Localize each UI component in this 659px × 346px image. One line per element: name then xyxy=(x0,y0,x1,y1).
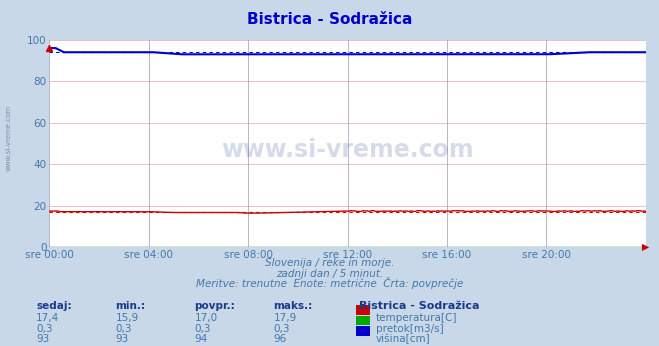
Text: 0,3: 0,3 xyxy=(194,324,211,334)
Text: 0,3: 0,3 xyxy=(36,324,53,334)
Text: maks.:: maks.: xyxy=(273,301,313,311)
Text: www.si-vreme.com: www.si-vreme.com xyxy=(5,105,12,172)
Text: 93: 93 xyxy=(115,334,129,344)
Text: sedaj:: sedaj: xyxy=(36,301,72,311)
Text: Bistrica - Sodražica: Bistrica - Sodražica xyxy=(247,12,412,27)
Text: www.si-vreme.com: www.si-vreme.com xyxy=(221,138,474,162)
Text: 96: 96 xyxy=(273,334,287,344)
Text: 0,3: 0,3 xyxy=(273,324,290,334)
Text: Bistrica - Sodražica: Bistrica - Sodražica xyxy=(359,301,480,311)
Text: 17,4: 17,4 xyxy=(36,313,59,323)
Text: 93: 93 xyxy=(36,334,49,344)
Text: min.:: min.: xyxy=(115,301,146,311)
Text: 0,3: 0,3 xyxy=(115,324,132,334)
Text: 15,9: 15,9 xyxy=(115,313,138,323)
Text: povpr.:: povpr.: xyxy=(194,301,235,311)
Text: temperatura[C]: temperatura[C] xyxy=(376,313,457,323)
Text: 17,0: 17,0 xyxy=(194,313,217,323)
Text: 94: 94 xyxy=(194,334,208,344)
Text: zadnji dan / 5 minut.: zadnji dan / 5 minut. xyxy=(276,269,383,279)
Text: 17,9: 17,9 xyxy=(273,313,297,323)
Text: Meritve: trenutne  Enote: metrične  Črta: povprečje: Meritve: trenutne Enote: metrične Črta: … xyxy=(196,277,463,289)
Text: Slovenija / reke in morje.: Slovenija / reke in morje. xyxy=(265,258,394,268)
Text: višina[cm]: višina[cm] xyxy=(376,334,430,344)
Text: pretok[m3/s]: pretok[m3/s] xyxy=(376,324,444,334)
